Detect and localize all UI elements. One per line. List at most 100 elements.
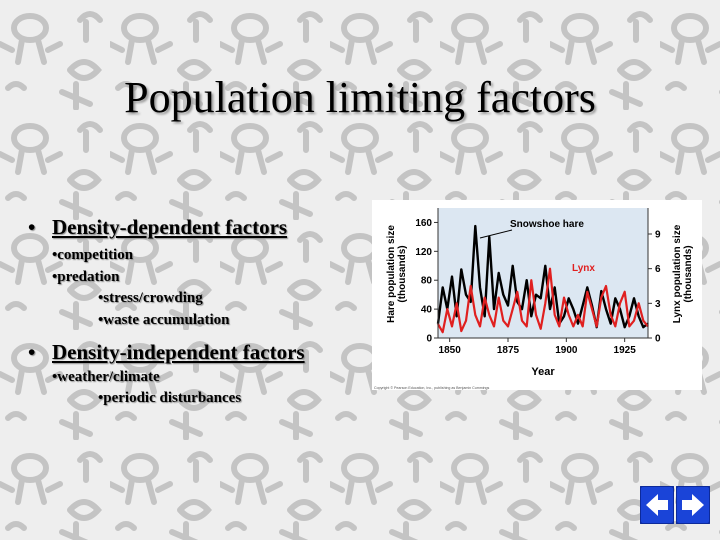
data-point	[554, 314, 556, 316]
x-axis-label: Year	[531, 366, 555, 378]
data-point	[610, 323, 612, 325]
data-point	[479, 325, 481, 327]
data-point	[582, 325, 584, 327]
data-point	[460, 330, 462, 332]
x-tick-label: 1875	[497, 345, 520, 356]
data-point	[470, 285, 472, 287]
data-point	[549, 268, 551, 270]
data-point	[442, 331, 444, 333]
data-point	[600, 290, 602, 292]
data-point	[572, 308, 574, 310]
y-tick-label: 160	[415, 218, 432, 229]
y-tick-label: 80	[421, 276, 433, 287]
y2-tick-label: 3	[655, 299, 661, 310]
data-point	[498, 297, 500, 299]
data-point	[488, 314, 490, 316]
bullet-density-independent: • Density-independent factors	[28, 340, 305, 365]
data-point	[563, 297, 565, 299]
data-point	[605, 285, 607, 287]
data-point	[642, 326, 644, 328]
hare-series	[436, 224, 649, 329]
data-point	[507, 325, 509, 327]
bullet-label: Density-dependent factors	[52, 215, 288, 239]
data-point	[554, 286, 556, 288]
data-point	[516, 291, 518, 293]
copyright-credit: Copyright © Pearson Education, Inc., pub…	[374, 386, 490, 390]
axis-ticks: 0 40 80 120 160 0 3 6 9 1850 1875 1900 1925	[415, 218, 661, 356]
left-arrow-icon	[646, 494, 668, 516]
data-point	[544, 302, 546, 304]
data-point	[624, 326, 626, 328]
back-button[interactable]	[640, 486, 674, 524]
data-point	[591, 308, 593, 310]
y-tick-label: 120	[415, 247, 432, 258]
data-point	[442, 286, 444, 288]
data-point	[577, 323, 579, 325]
slide-title: Population limiting factors	[124, 73, 596, 122]
data-point	[572, 325, 574, 327]
sub-bullet-stress-crowding: •stress/crowding	[98, 290, 203, 306]
bullet-glyph: •	[28, 215, 36, 239]
data-point	[540, 297, 542, 299]
data-point	[558, 325, 560, 327]
data-point	[535, 294, 537, 296]
series-line	[436, 224, 649, 329]
right-arrow-icon	[682, 494, 704, 516]
data-point	[568, 297, 570, 299]
data-point	[493, 325, 495, 327]
y2-tick-label: 6	[655, 264, 661, 275]
sub-bullet-periodic-disturbances: •periodic disturbances	[98, 390, 242, 406]
data-point	[512, 308, 514, 310]
y2-tick-label: 0	[655, 334, 661, 345]
data-point	[544, 265, 546, 267]
data-point	[600, 297, 602, 299]
data-point	[535, 314, 537, 316]
data-point	[488, 236, 490, 238]
x-tick-label: 1850	[439, 345, 462, 356]
data-point	[474, 225, 476, 227]
data-point	[502, 320, 504, 322]
y-axis-label-line2: (thousands)	[397, 245, 408, 302]
data-point	[624, 291, 626, 293]
sub-bullet-competition: •competition	[52, 247, 134, 263]
data-point	[502, 294, 504, 296]
data-point	[498, 272, 500, 274]
data-point	[596, 325, 598, 327]
data-point	[521, 308, 523, 310]
sub-bullet-predation: •predation	[52, 269, 120, 285]
data-point	[582, 304, 584, 307]
bullet-density-dependent: • Density-dependent factors	[28, 215, 287, 240]
data-point	[549, 308, 551, 310]
data-point	[605, 308, 607, 310]
data-point	[474, 314, 476, 316]
forward-button[interactable]	[676, 486, 710, 524]
data-point	[530, 315, 532, 317]
data-point	[470, 301, 472, 303]
data-point	[540, 328, 542, 330]
data-point	[493, 308, 495, 310]
data-point	[633, 297, 635, 299]
x-tick-label: 1900	[555, 345, 578, 356]
annotation-snowshoe-hare: Snowshoe hare	[510, 219, 584, 230]
data-point	[456, 302, 458, 304]
y2-axis-label-line2: (thousands)	[683, 245, 694, 302]
y2-tick-label: 9	[655, 230, 661, 241]
data-point	[638, 315, 640, 317]
data-point	[563, 315, 565, 317]
data-point	[456, 315, 458, 317]
y-axis-label-line1: Hare population size	[386, 225, 397, 323]
data-point	[479, 286, 481, 288]
series-line	[437, 267, 649, 334]
data-point	[451, 276, 453, 278]
data-point	[451, 325, 453, 327]
hare-lynx-chart: 0 40 80 120 160 0 3 6 9 1850 1875 1900 1925 Snowshoe…	[372, 200, 702, 390]
data-point	[586, 291, 588, 293]
data-point	[586, 286, 588, 288]
annotation-pointer-hare	[479, 229, 513, 239]
lynx-series	[437, 267, 649, 334]
data-point	[521, 320, 523, 322]
data-point	[465, 320, 467, 322]
data-point	[516, 301, 518, 303]
data-point	[614, 325, 616, 327]
data-point	[633, 320, 635, 322]
